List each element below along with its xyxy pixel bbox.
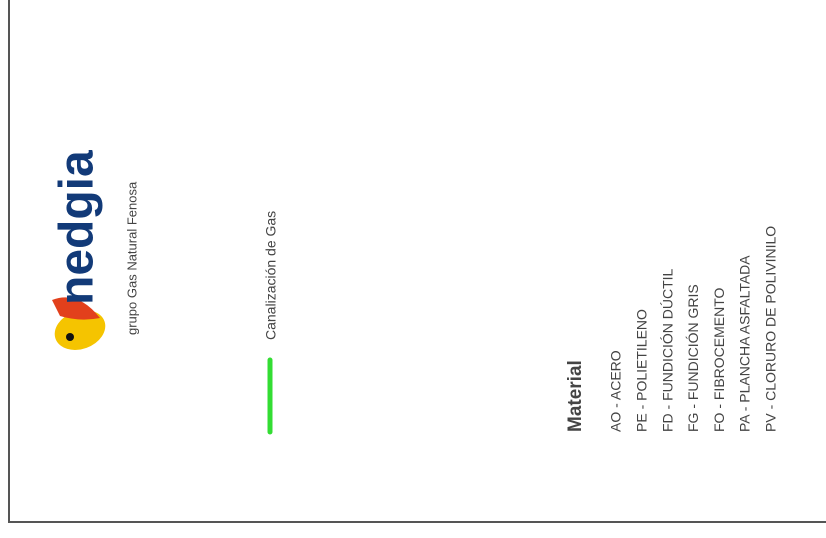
- material-item: PV - CLORURO DE POLIVINILO: [763, 226, 779, 432]
- logo-icon: [52, 297, 106, 350]
- material-item: FD - FUNDICIÓN DÚCTIL: [659, 268, 675, 432]
- material-item: FO - FIBROCEMENTO: [711, 287, 727, 432]
- legend-label: Canalización de Gas: [263, 211, 279, 340]
- icon-red: [52, 297, 100, 320]
- icon-dot: [66, 333, 74, 341]
- material-item: AO - ACERO: [608, 350, 624, 432]
- material-item: PA - PLANCHA ASFALTADA: [737, 255, 753, 432]
- logo-tagline: grupo Gas Natural Fenosa: [124, 181, 139, 335]
- materials-list: AO - ACERO PE - POLIETILENO FD - FUNDICIÓN…: [608, 226, 779, 432]
- material-item: FG - FUNDICIÓN GRIS: [685, 284, 701, 432]
- materials-title: Material: [565, 360, 586, 432]
- material-item: PE - POLIETILENO: [634, 309, 650, 432]
- logo-name: nedgia: [51, 150, 104, 305]
